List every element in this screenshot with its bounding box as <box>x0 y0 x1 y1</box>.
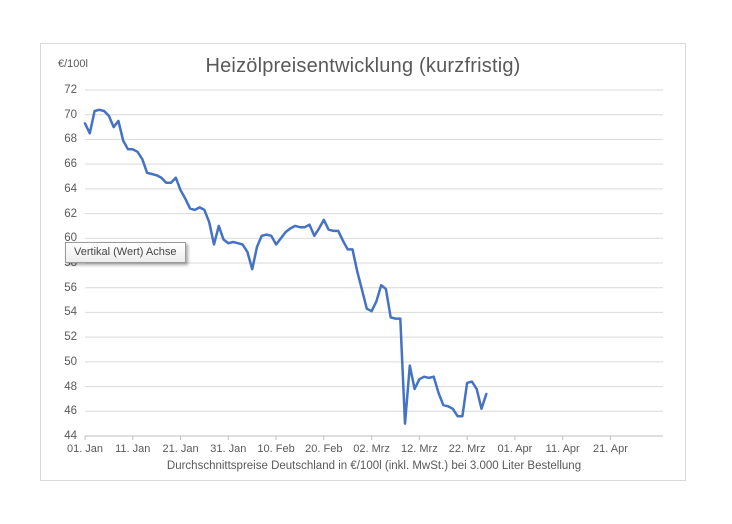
x-tick-label: 20. Feb <box>305 443 343 455</box>
y-tick-label: 48 <box>64 380 77 393</box>
x-tick-label: 21. Jan <box>162 443 199 455</box>
y-tick-label: 62 <box>64 207 77 220</box>
x-tick-label: 02. Mrz <box>353 443 390 455</box>
y-tick-label: 56 <box>64 281 77 294</box>
y-tick-label: 54 <box>64 306 77 319</box>
axis-tooltip: Vertikal (Wert) Achse <box>65 242 186 263</box>
y-tick-label: 68 <box>64 133 77 146</box>
x-tick-label: 21. Apr <box>593 443 628 455</box>
x-tick-label: 12. Mrz <box>401 443 438 455</box>
x-tick-label: 31. Jan <box>210 443 247 455</box>
y-tick-label: 46 <box>64 405 77 418</box>
chart-object[interactable]: €/100l Heizölpreisentwicklung (kurzfrist… <box>40 43 686 481</box>
x-axis-caption: Durchschnittspreise Deutschland in €/100… <box>166 460 582 472</box>
x-tick-label: 10. Feb <box>257 443 295 455</box>
chart-title: Heizölpreisentwicklung (kurzfristig) <box>205 55 521 77</box>
y-tick-label: 60 <box>64 232 77 245</box>
axis-tooltip-text: Vertikal (Wert) Achse <box>74 246 177 258</box>
y-tick-label: 50 <box>64 355 77 368</box>
y-tick-label: 52 <box>64 331 77 344</box>
x-tick-label: 01. Apr <box>497 443 533 455</box>
y-tick-label: 72 <box>64 84 77 96</box>
y-tick-label: 70 <box>64 108 77 121</box>
y-tick-label: 64 <box>64 182 77 195</box>
price-line-series[interactable] <box>83 108 488 425</box>
x-tick-label: 01. Jan <box>66 443 104 455</box>
y-tick-label: 44 <box>64 430 77 442</box>
x-tick-label: 11. Jan <box>115 443 151 455</box>
y-tick-label: 66 <box>64 158 77 171</box>
x-tick-label: 11. Apr <box>545 443 580 455</box>
x-tick-label: 22. Mrz <box>448 443 486 455</box>
y-axis-unit-label: €/100l <box>58 58 88 70</box>
plot-area[interactable] <box>41 44 687 482</box>
